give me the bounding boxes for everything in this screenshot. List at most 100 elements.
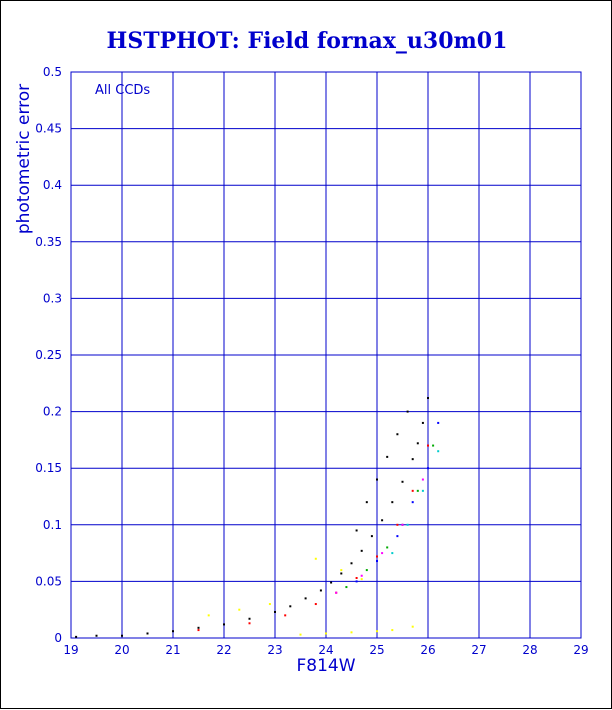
data-point	[391, 629, 394, 632]
data-point	[376, 630, 378, 633]
data-point	[396, 535, 399, 538]
chart-title: HSTPHOT: Field fornax_u30m01	[107, 28, 508, 54]
data-point	[437, 421, 440, 424]
series-6	[207, 557, 414, 636]
data-point	[376, 478, 378, 481]
data-point	[284, 614, 287, 617]
x-tick-label: 19	[63, 643, 78, 657]
data-points	[75, 397, 440, 638]
data-point	[411, 625, 414, 628]
data-point	[365, 569, 368, 572]
data-point	[401, 480, 404, 483]
data-point	[386, 546, 389, 549]
series-3	[355, 421, 440, 583]
data-point	[238, 608, 241, 611]
x-tick-label: 24	[318, 643, 333, 657]
series-5	[391, 450, 440, 555]
data-point	[427, 467, 429, 470]
data-point	[197, 629, 200, 632]
data-point	[370, 535, 373, 538]
data-point	[391, 552, 394, 555]
data-point	[376, 560, 378, 563]
y-tick-label: 0.1	[43, 518, 62, 532]
data-point	[146, 632, 149, 635]
data-point	[274, 610, 276, 613]
data-point	[350, 631, 353, 634]
data-point	[391, 501, 394, 504]
data-point	[172, 630, 174, 633]
data-point	[319, 589, 322, 592]
data-point	[376, 555, 378, 558]
data-point	[355, 577, 358, 580]
data-point	[437, 450, 440, 453]
x-tick-label: 22	[216, 643, 231, 657]
x-tick-label: 27	[471, 643, 486, 657]
data-point	[416, 442, 419, 445]
y-tick-label: 0.4	[43, 178, 62, 192]
x-tick-label: 26	[420, 643, 435, 657]
data-point	[360, 578, 363, 581]
y-tick-label: 0.3	[43, 291, 62, 305]
series-2	[345, 444, 435, 589]
data-point	[207, 614, 210, 617]
data-point	[121, 634, 123, 637]
data-point	[350, 562, 353, 565]
data-point	[406, 410, 409, 413]
data-point	[248, 622, 251, 625]
y-tick-label: 0.45	[35, 122, 62, 136]
data-point	[340, 569, 343, 572]
grid	[70, 71, 582, 639]
y-tick-label: 0.5	[43, 65, 62, 79]
series-1	[197, 444, 429, 632]
y-axis-label: photometric error	[14, 84, 34, 234]
data-point	[197, 626, 200, 629]
data-point	[411, 501, 414, 504]
data-point	[314, 603, 317, 606]
data-point	[427, 397, 429, 400]
data-point	[401, 523, 404, 526]
data-point	[223, 623, 225, 626]
y-tick-label: 0.05	[35, 574, 62, 588]
data-point	[421, 489, 424, 492]
data-point	[416, 489, 419, 492]
data-point	[396, 433, 399, 436]
data-point	[381, 552, 384, 555]
x-axis-label: F814W	[296, 656, 355, 676]
x-tick-label: 25	[369, 643, 384, 657]
data-point	[360, 549, 363, 552]
y-tick-label: 0.15	[35, 461, 62, 475]
x-tick-label: 20	[114, 643, 129, 657]
data-point	[406, 523, 409, 526]
data-point	[330, 581, 333, 584]
x-tick-label: 28	[522, 643, 537, 657]
data-point	[345, 586, 348, 589]
data-point	[95, 634, 98, 637]
data-point	[386, 455, 389, 458]
series-0	[75, 397, 429, 638]
data-point	[365, 501, 368, 504]
x-tick-label: 29	[573, 643, 588, 657]
data-point	[289, 605, 292, 608]
annotation: All CCDs	[95, 83, 150, 98]
y-tick-label: 0.25	[35, 348, 62, 362]
data-point	[396, 523, 399, 526]
data-point	[411, 458, 414, 461]
data-point	[75, 635, 78, 638]
data-point	[340, 572, 343, 575]
data-point	[355, 580, 358, 583]
data-point	[325, 632, 327, 635]
data-point	[314, 557, 317, 560]
data-point	[268, 603, 271, 606]
x-tick-label: 21	[165, 643, 180, 657]
data-point	[335, 591, 338, 594]
data-point	[432, 444, 435, 447]
data-point	[411, 489, 414, 492]
data-point	[355, 529, 358, 532]
x-tick-label: 23	[267, 643, 282, 657]
data-point	[360, 574, 363, 577]
data-point	[427, 444, 429, 447]
data-point	[421, 478, 424, 481]
y-tick-label: 0.35	[35, 235, 62, 249]
